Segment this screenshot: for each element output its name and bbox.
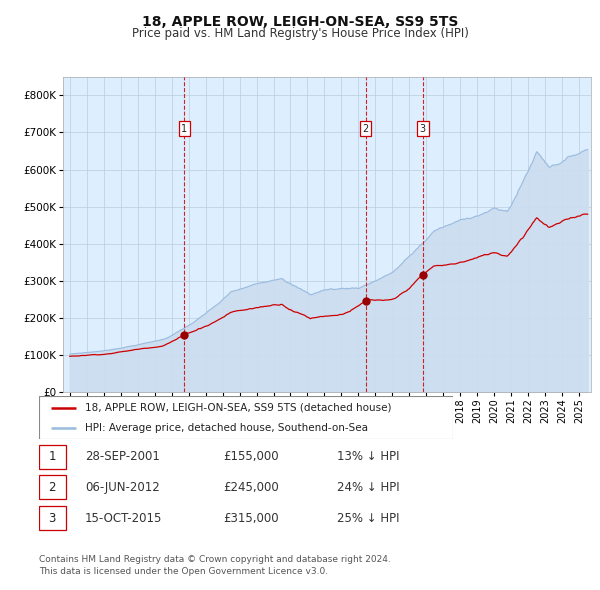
FancyBboxPatch shape — [39, 445, 65, 468]
Text: Price paid vs. HM Land Registry's House Price Index (HPI): Price paid vs. HM Land Registry's House … — [131, 27, 469, 40]
Text: Contains HM Land Registry data © Crown copyright and database right 2024.
This d: Contains HM Land Registry data © Crown c… — [39, 555, 391, 576]
Text: £245,000: £245,000 — [224, 481, 280, 494]
Text: 18, APPLE ROW, LEIGH-ON-SEA, SS9 5TS (detached house): 18, APPLE ROW, LEIGH-ON-SEA, SS9 5TS (de… — [85, 403, 391, 413]
Text: 25% ↓ HPI: 25% ↓ HPI — [337, 512, 399, 525]
Text: £155,000: £155,000 — [224, 450, 280, 463]
Text: 3: 3 — [49, 512, 56, 525]
FancyBboxPatch shape — [39, 506, 65, 530]
Text: 1: 1 — [181, 124, 187, 134]
FancyBboxPatch shape — [39, 396, 453, 439]
Text: 28-SEP-2001: 28-SEP-2001 — [85, 450, 160, 463]
Text: HPI: Average price, detached house, Southend-on-Sea: HPI: Average price, detached house, Sout… — [85, 424, 368, 433]
FancyBboxPatch shape — [39, 476, 65, 499]
Text: 2: 2 — [362, 124, 368, 134]
Text: 2: 2 — [49, 481, 56, 494]
Text: 3: 3 — [419, 124, 426, 134]
Text: 18, APPLE ROW, LEIGH-ON-SEA, SS9 5TS: 18, APPLE ROW, LEIGH-ON-SEA, SS9 5TS — [142, 15, 458, 29]
Text: 1: 1 — [49, 450, 56, 463]
Text: 06-JUN-2012: 06-JUN-2012 — [85, 481, 160, 494]
Text: 24% ↓ HPI: 24% ↓ HPI — [337, 481, 399, 494]
Text: 15-OCT-2015: 15-OCT-2015 — [85, 512, 163, 525]
Text: 13% ↓ HPI: 13% ↓ HPI — [337, 450, 399, 463]
Text: £315,000: £315,000 — [224, 512, 280, 525]
